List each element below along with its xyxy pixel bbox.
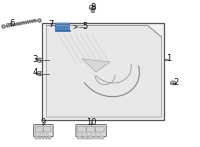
Polygon shape <box>82 59 110 72</box>
Bar <box>64 24 66 30</box>
Circle shape <box>34 133 37 135</box>
Text: 8: 8 <box>90 3 96 12</box>
Bar <box>61 24 63 30</box>
FancyBboxPatch shape <box>96 127 104 132</box>
Text: 10: 10 <box>86 118 96 127</box>
Text: 3: 3 <box>33 55 38 64</box>
Circle shape <box>46 133 49 135</box>
Circle shape <box>38 133 41 135</box>
Text: 4: 4 <box>33 68 38 77</box>
Bar <box>55 24 57 30</box>
FancyBboxPatch shape <box>34 125 53 137</box>
Circle shape <box>76 133 79 135</box>
Bar <box>99 136 104 139</box>
Circle shape <box>37 58 43 62</box>
Circle shape <box>42 133 45 135</box>
Bar <box>35 136 38 139</box>
Bar <box>94 136 98 139</box>
Circle shape <box>81 133 83 135</box>
Bar <box>77 136 82 139</box>
Bar <box>45 136 47 139</box>
Circle shape <box>89 5 96 10</box>
Text: 6: 6 <box>9 19 14 28</box>
FancyBboxPatch shape <box>43 127 51 132</box>
Bar <box>55 30 70 31</box>
Text: 5: 5 <box>82 22 88 31</box>
Circle shape <box>94 133 97 135</box>
Bar <box>67 24 69 30</box>
Bar <box>55 23 70 24</box>
Bar <box>88 136 93 139</box>
Bar <box>48 136 51 139</box>
Polygon shape <box>46 25 162 117</box>
FancyBboxPatch shape <box>35 127 43 132</box>
FancyBboxPatch shape <box>76 125 106 137</box>
Circle shape <box>37 71 43 76</box>
Text: 7: 7 <box>49 20 54 29</box>
FancyBboxPatch shape <box>87 127 95 132</box>
Text: 2: 2 <box>174 78 179 87</box>
Bar <box>58 24 60 30</box>
Bar <box>42 136 44 139</box>
Circle shape <box>99 133 101 135</box>
Circle shape <box>90 133 92 135</box>
Bar <box>39 136 41 139</box>
FancyBboxPatch shape <box>78 127 86 132</box>
Bar <box>91 7 94 12</box>
Text: 9: 9 <box>41 118 46 127</box>
Text: 1: 1 <box>166 54 171 64</box>
Circle shape <box>85 133 88 135</box>
Bar <box>83 136 88 139</box>
Bar <box>42 22 164 120</box>
Circle shape <box>170 81 176 85</box>
